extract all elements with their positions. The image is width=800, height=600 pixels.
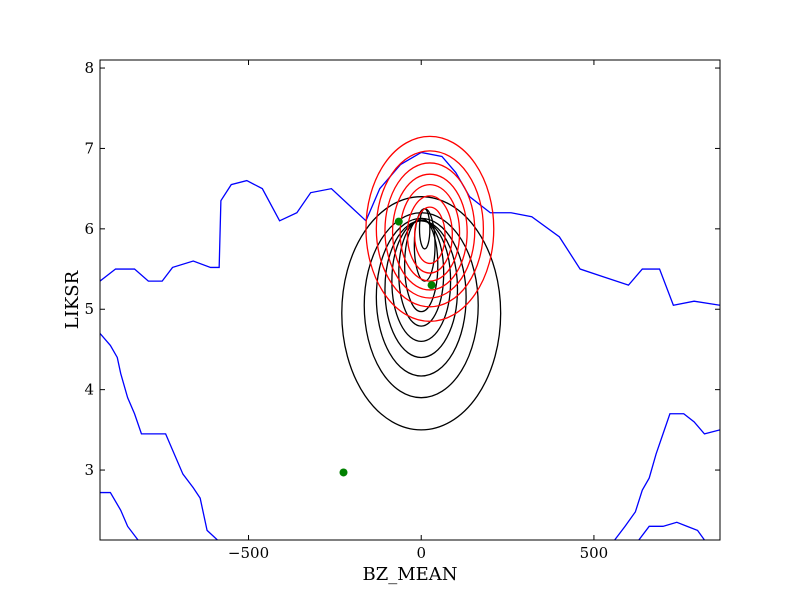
data-point-2 bbox=[339, 468, 348, 477]
blue-contour-1 bbox=[100, 332, 218, 540]
plot-frame bbox=[99, 59, 721, 541]
x-tick-label: −500 bbox=[228, 544, 269, 562]
blue-contour-3 bbox=[614, 413, 720, 540]
red-contour-layer bbox=[365, 135, 495, 322]
black-contour-5 bbox=[398, 219, 445, 327]
black-contour-1 bbox=[363, 212, 479, 399]
red-contour-1 bbox=[375, 150, 485, 308]
points-layer bbox=[339, 217, 436, 477]
y-tick-label: 5 bbox=[84, 300, 94, 318]
red-contour-3 bbox=[391, 173, 468, 291]
x-axis-label: BZ_MEAN bbox=[362, 564, 457, 585]
y-tick-label: 7 bbox=[84, 139, 94, 157]
blue-contour-layer bbox=[100, 151, 720, 540]
y-axis-label: LIKSR bbox=[62, 270, 83, 329]
red-contour-6 bbox=[414, 206, 446, 265]
red-contour-5 bbox=[406, 195, 453, 274]
x-tick-label: 0 bbox=[416, 544, 426, 562]
data-point-0 bbox=[394, 217, 403, 226]
blue-contour-2 bbox=[100, 491, 139, 540]
black-contour-8 bbox=[418, 208, 431, 250]
black-contour-6 bbox=[403, 217, 439, 313]
blue-contour-0 bbox=[100, 151, 720, 306]
red-contour-2 bbox=[384, 162, 476, 299]
y-tick-label: 8 bbox=[84, 59, 94, 77]
y-tick-label: 6 bbox=[84, 220, 94, 238]
y-tick-label: 4 bbox=[84, 381, 94, 399]
red-contour-4 bbox=[399, 183, 461, 282]
y-tick-label: 3 bbox=[84, 461, 94, 479]
black-contour-0 bbox=[341, 196, 502, 431]
tick-layer: −500 0 500 3 4 5 6 7 8 bbox=[84, 59, 720, 562]
x-tick-label: 500 bbox=[580, 544, 609, 562]
red-contour-0 bbox=[365, 135, 495, 322]
blue-contour-4 bbox=[638, 521, 705, 540]
data-point-1 bbox=[427, 281, 436, 290]
